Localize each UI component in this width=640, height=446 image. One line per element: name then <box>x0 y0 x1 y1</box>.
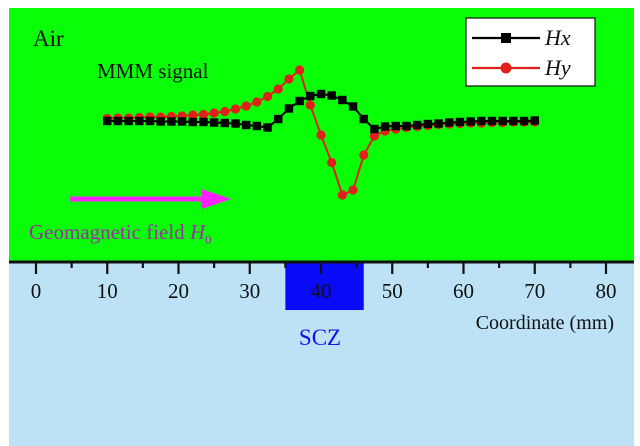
data-point-hx <box>284 104 294 113</box>
data-point-hx <box>477 116 486 126</box>
legend-marker-hy <box>500 62 512 74</box>
geomagnetic-field-label: Geomagnetic field H0 <box>29 220 212 247</box>
series-hx <box>103 89 539 134</box>
scz-block <box>285 262 364 310</box>
tick-label: 20 <box>168 279 189 303</box>
data-point-hy <box>359 150 369 160</box>
data-point-hy <box>252 97 262 107</box>
data-point-hx <box>306 91 315 101</box>
geomagnetic-field-arrow-icon <box>70 189 232 209</box>
data-point-hx <box>466 117 475 126</box>
data-point-hy <box>241 101 251 111</box>
tick-label: 10 <box>97 279 118 303</box>
data-point-hy <box>295 65 305 75</box>
data-point-hy <box>348 185 358 195</box>
data-point-hx <box>113 116 123 126</box>
data-point-hx <box>316 89 326 99</box>
air-label: Air <box>33 26 64 51</box>
field-subscript: 0 <box>205 232 212 247</box>
data-point-hx <box>519 116 529 126</box>
data-point-hy <box>337 190 347 200</box>
data-point-hy <box>284 74 294 84</box>
axis-title: Coordinate (mm) <box>476 312 614 334</box>
data-point-hx <box>103 116 112 126</box>
data-point-hx <box>124 116 133 126</box>
geomagnetic-field-text: Geomagnetic field <box>29 220 190 244</box>
scz-label: SCZ <box>299 325 341 350</box>
data-point-hy <box>327 157 337 168</box>
axis-ticks: 0 10 20 30 40 50 60 70 80 <box>31 262 617 303</box>
data-point-hy <box>230 104 241 114</box>
data-point-hx <box>412 120 422 130</box>
tick-label: 40 <box>311 279 332 303</box>
data-point-hx <box>423 119 433 129</box>
data-point-hx <box>274 114 283 124</box>
tick-label: 50 <box>382 279 403 303</box>
legend-marker-hx <box>501 33 511 43</box>
field-symbol: H <box>189 220 207 244</box>
data-point-hy <box>262 91 273 102</box>
data-point-hx <box>156 117 165 126</box>
data-point-hx <box>498 116 507 126</box>
data-point-hx <box>487 116 497 126</box>
data-point-hx <box>295 96 304 106</box>
data-point-hx <box>177 117 187 126</box>
data-point-hx <box>263 123 272 132</box>
legend-label-hy: Hy <box>544 55 571 80</box>
data-point-hx <box>188 117 197 127</box>
data-point-hx <box>241 120 251 130</box>
data-point-hx <box>445 118 454 127</box>
data-point-hx <box>348 102 358 111</box>
tick-label: 0 <box>31 279 42 303</box>
data-point-hx <box>327 91 336 100</box>
data-point-hx <box>509 116 518 126</box>
data-point-hx <box>220 118 230 128</box>
data-point-hx <box>455 117 465 127</box>
legend: Hx Hy <box>465 17 596 87</box>
data-point-hx <box>391 121 401 131</box>
tick-label: 30 <box>239 279 260 303</box>
data-point-hx <box>434 119 443 128</box>
legend-box <box>465 17 596 87</box>
data-point-hx <box>167 117 176 126</box>
data-point-hx <box>370 124 379 134</box>
data-point-hx <box>338 95 347 105</box>
signal-curves <box>102 65 540 200</box>
arrow-head <box>201 189 232 209</box>
data-point-hy <box>273 84 283 94</box>
legend-label-hx: Hx <box>544 25 571 50</box>
data-point-hy <box>369 131 380 141</box>
data-point-hx <box>252 121 262 131</box>
data-point-hx <box>359 114 368 124</box>
data-point-hy <box>220 106 230 117</box>
data-point-hx <box>402 121 411 131</box>
data-point-hy <box>198 109 209 120</box>
data-point-hx <box>209 118 219 127</box>
mmm-signal-label: MMM signal <box>97 59 209 83</box>
data-point-hx <box>231 119 240 128</box>
data-point-hx <box>135 116 144 126</box>
data-point-hx <box>530 116 539 125</box>
tick-label: 70 <box>524 279 545 303</box>
data-point-hx <box>380 122 390 131</box>
data-point-hx <box>145 116 155 126</box>
data-point-hx <box>199 117 208 127</box>
data-point-hy <box>305 100 315 110</box>
data-point-hy <box>316 130 326 140</box>
tick-label: 80 <box>596 279 617 303</box>
data-point-hy <box>209 108 219 118</box>
data-point-hy <box>188 110 198 120</box>
tick-label: 60 <box>453 279 474 303</box>
